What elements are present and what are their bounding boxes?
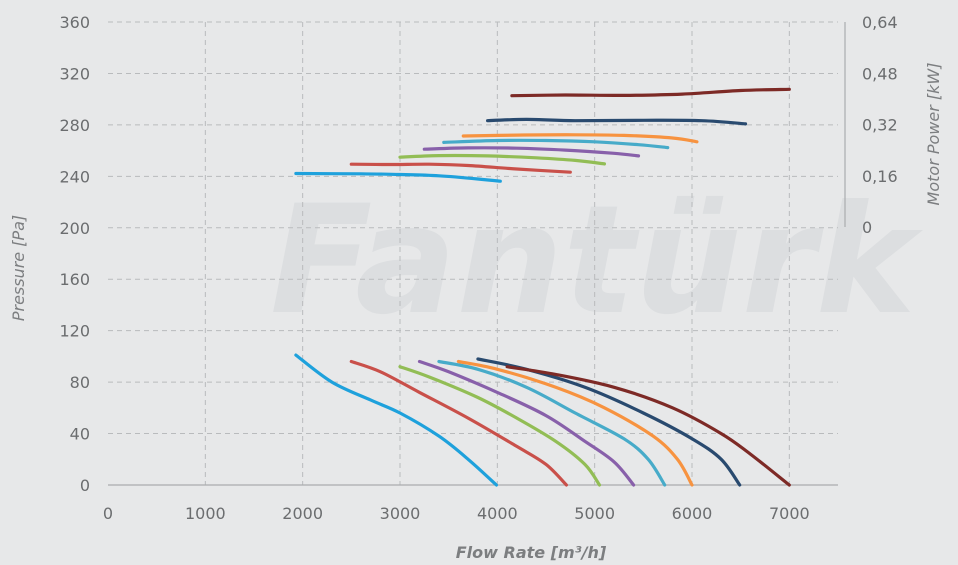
x-axis-title: Flow Rate [m³/h] (456, 543, 607, 562)
y-tick-label: 360 (59, 13, 90, 32)
y2-tick-label: 0,32 (862, 116, 898, 135)
pressure-curve-5 (437, 359, 667, 487)
series-layer (294, 87, 791, 487)
pressure-curve-6 (456, 359, 694, 487)
y-tick-label: 120 (59, 322, 90, 341)
pressure-curve-8 (505, 365, 791, 487)
power-curve-4 (422, 146, 641, 158)
x-tick-label: 1000 (185, 504, 226, 523)
power-curve-8 (510, 87, 791, 98)
pressure-curve-3 (398, 365, 602, 487)
pressure-curve-1 (294, 353, 498, 487)
x-tick-label: 4000 (477, 504, 518, 523)
y2-tick-label: 0,48 (862, 64, 898, 83)
power-curve-6 (461, 133, 699, 144)
x-tick-label: 3000 (380, 504, 421, 523)
watermark: Fantürk (270, 174, 924, 348)
power-curve-3 (398, 153, 606, 166)
pressure-curve-4 (417, 359, 636, 487)
y-tick-label: 320 (59, 64, 90, 83)
y-tick-label: 240 (59, 167, 90, 186)
power-curve-1 (294, 171, 502, 183)
tick-layer: 0 40 80 120 160 200 240 280 320 360 0 1000 2000 3000 4… (59, 13, 897, 523)
x-tick-label: 7000 (769, 504, 810, 523)
x-tick-label: 5000 (574, 504, 615, 523)
y2-tick-label: 0,64 (862, 13, 898, 32)
axis-layer (108, 22, 846, 486)
power-curve-7 (486, 117, 748, 126)
y-tick-label: 160 (59, 270, 90, 289)
y-tick-label: 80 (70, 373, 90, 392)
x-tick-label: 2000 (282, 504, 323, 523)
y2-axis-title: Motor Power [kW] (924, 63, 943, 206)
x-tick-label: 0 (103, 504, 113, 523)
y-tick-label: 200 (59, 219, 90, 238)
y2-tick-label: 0 (862, 218, 872, 237)
power-curve-2 (349, 162, 572, 174)
y2-tick-label: 0,16 (862, 167, 898, 186)
y-axis-title: Pressure [Pa] (9, 215, 28, 321)
y-tick-label: 280 (59, 116, 90, 135)
y-tick-label: 0 (80, 476, 90, 495)
pressure-curve-2 (349, 359, 568, 487)
y-tick-label: 40 (70, 425, 90, 444)
x-tick-label: 6000 (672, 504, 713, 523)
power-curve-5 (442, 138, 670, 150)
